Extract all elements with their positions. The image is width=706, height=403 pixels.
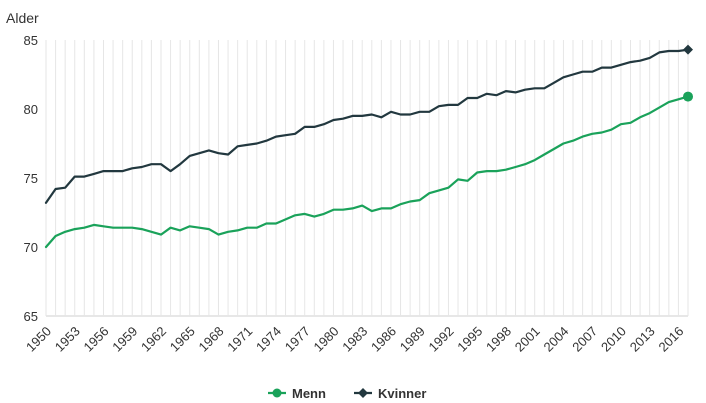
x-tick-label: 1992 <box>426 324 457 355</box>
series-line-menn <box>44 95 690 249</box>
legend-item-menn[interactable]: Menn <box>268 386 326 401</box>
y-tick-label: 80 <box>24 102 38 117</box>
x-tick-label: 2004 <box>540 324 571 355</box>
legend-marker-circle-icon <box>272 388 282 398</box>
y-axis-ticks: 65 70 75 80 85 <box>24 33 38 324</box>
x-tick-label: 1971 <box>224 324 255 355</box>
x-tick-label: 1959 <box>109 324 140 355</box>
x-tick-label: 2007 <box>569 324 600 355</box>
legend-label: Kvinner <box>378 386 426 401</box>
x-tick-label: 1956 <box>81 324 112 355</box>
x-tick-label: 1986 <box>368 324 399 355</box>
series-end-point-kvinner <box>683 44 693 55</box>
series-layer <box>44 44 693 249</box>
x-tick-label: 1983 <box>339 324 370 355</box>
x-tick-label: 1998 <box>483 324 514 355</box>
x-tick-label: 1989 <box>397 324 428 355</box>
series-end-point-menn <box>683 91 693 102</box>
series-kvinner <box>44 44 693 204</box>
y-axis-label: Alder <box>6 10 39 26</box>
y-tick-label: 75 <box>24 171 38 186</box>
x-tick-label: 1950 <box>23 324 54 355</box>
x-tick-label: 1965 <box>167 324 198 355</box>
y-tick-label: 65 <box>24 309 38 324</box>
x-tick-label: 1980 <box>311 324 342 355</box>
x-tick-label: 1995 <box>454 324 485 355</box>
x-tick-label: 2013 <box>627 324 658 355</box>
legend-marker-diamond-icon <box>358 388 368 398</box>
legend[interactable]: Menn Kvinner <box>268 386 426 401</box>
x-tick-label: 1953 <box>52 324 83 355</box>
gridlines <box>45 40 689 317</box>
legend-label: Menn <box>292 386 326 401</box>
y-tick-label: 85 <box>24 33 38 48</box>
x-tick-label: 1974 <box>253 324 284 355</box>
x-axis-ticks: 1950195319561959196219651968197119741977… <box>23 324 686 355</box>
x-tick-label: 1962 <box>138 324 169 355</box>
x-tick-label: 2016 <box>655 324 686 355</box>
legend-item-kvinner[interactable]: Kvinner <box>354 386 426 401</box>
series-line-kvinner <box>44 48 690 204</box>
x-tick-label: 1977 <box>282 324 313 355</box>
x-tick-label: 2010 <box>598 324 629 355</box>
series-menn <box>44 91 693 249</box>
x-tick-label: 2001 <box>512 324 543 355</box>
y-tick-label: 70 <box>24 240 38 255</box>
x-tick-label: 1968 <box>196 324 227 355</box>
